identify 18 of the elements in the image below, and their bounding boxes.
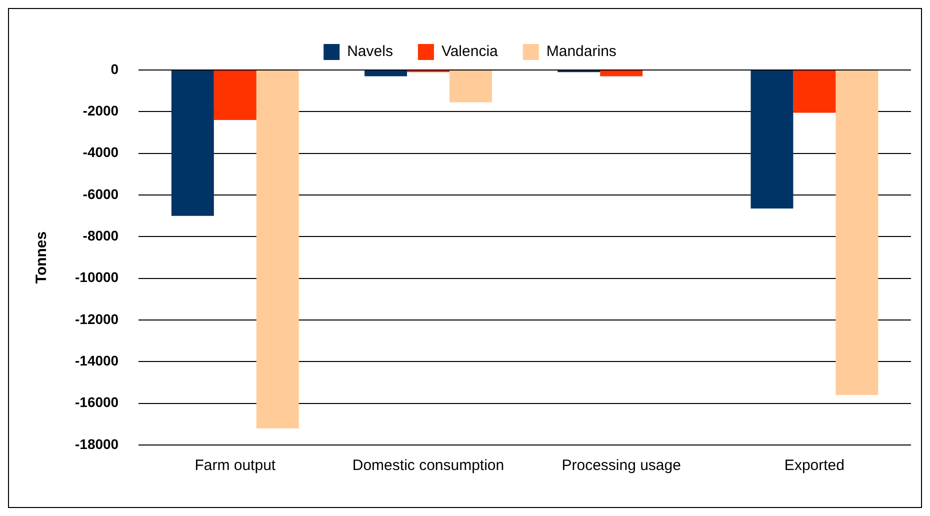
x-tick-label: Exported — [784, 457, 844, 474]
y-tick-label: -12000 — [75, 310, 119, 327]
y-tick-label: 0 — [110, 60, 119, 77]
y-tick-label: -2000 — [82, 102, 119, 119]
legend-label: Mandarins — [546, 43, 616, 60]
y-tick-label: -16000 — [75, 394, 119, 410]
y-tick-label: -10000 — [75, 269, 119, 286]
y-tick-label: -6000 — [82, 186, 119, 202]
legend-label: Valencia — [441, 43, 499, 60]
legend-label: Navels — [347, 43, 393, 60]
y-tick-label: -18000 — [75, 436, 119, 452]
x-tick-label: Domestic consumption — [352, 457, 504, 474]
y-axis-title: Tonnes — [33, 231, 50, 284]
y-tick-label: -4000 — [82, 144, 119, 160]
x-tick-label: Farm output — [194, 457, 276, 474]
y-tick-label: -8000 — [82, 228, 119, 244]
y-tick-label: -14000 — [75, 352, 119, 369]
x-tick-label: Processing usage — [562, 457, 681, 474]
